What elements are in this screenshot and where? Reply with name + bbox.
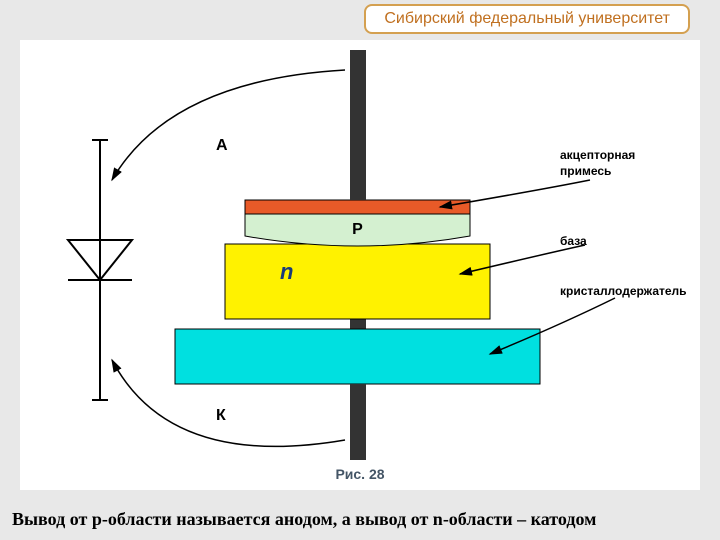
- svg-text:P: P: [352, 221, 363, 238]
- figure-caption: Рис. 28: [20, 466, 700, 482]
- svg-text:К: К: [216, 407, 226, 424]
- figure-svg: Pn А К: [20, 40, 700, 490]
- label-acceptor-line1: акцепторная: [560, 148, 635, 162]
- label-base: база: [560, 234, 587, 248]
- svg-text:А: А: [216, 137, 228, 154]
- svg-text:n: n: [280, 259, 293, 284]
- footer-text: Вывод от p-области называется анодом, а …: [12, 509, 596, 530]
- diagram-panel: Pn А К Рис. 28 акцепторная примесь база кр…: [20, 40, 700, 490]
- label-acceptor-line2: примесь: [560, 164, 611, 178]
- header-title: Сибирский федеральный университет: [364, 4, 690, 34]
- label-holder: кристаллодержатель: [560, 284, 687, 298]
